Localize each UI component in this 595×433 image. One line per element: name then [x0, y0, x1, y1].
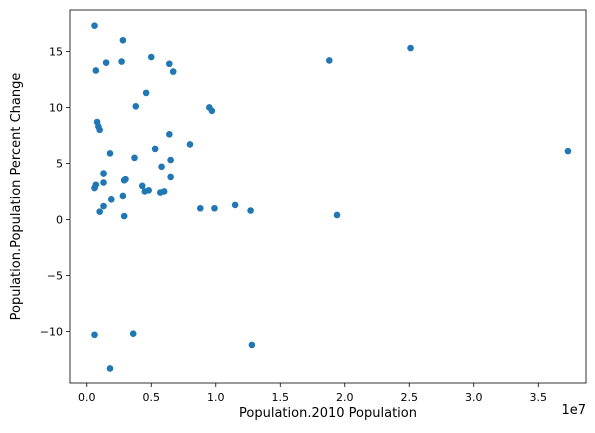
data-point [231, 201, 239, 209]
y-tick-label: 15 [49, 45, 63, 58]
data-point [407, 44, 414, 52]
plot-frame [69, 9, 587, 384]
data-point [91, 184, 98, 192]
x-axis-ticks: 0.0 0.5 1.0 1.5 2.0 2.5 3.0 3.5 [78, 383, 547, 404]
data-points [91, 22, 572, 372]
x-tick-label: 2.0 [336, 391, 354, 404]
data-point [248, 341, 256, 349]
x-tick-label: 1.5 [272, 391, 290, 404]
data-point [100, 179, 107, 186]
data-point [106, 150, 114, 157]
data-point [142, 89, 150, 97]
data-point [91, 22, 98, 29]
data-point [120, 176, 128, 184]
data-point [107, 196, 115, 203]
data-point [333, 211, 341, 219]
data-point [102, 59, 110, 66]
y-tick-label: 0 [56, 213, 63, 226]
data-point [129, 330, 137, 338]
data-point [119, 36, 127, 44]
data-point [100, 170, 107, 177]
data-point [119, 192, 127, 200]
y-axis-ticks: −10 −5 0 5 10 15 [40, 45, 70, 338]
y-tick-label: −5 [47, 269, 63, 282]
data-point [157, 189, 164, 196]
data-point [96, 208, 103, 215]
data-point [120, 212, 128, 220]
data-point [166, 60, 173, 68]
data-point [131, 154, 138, 162]
x-tick-label: 0.0 [78, 391, 96, 404]
data-point [186, 141, 194, 148]
data-point [211, 204, 218, 212]
data-point [92, 67, 100, 74]
data-point [138, 182, 146, 190]
data-point [118, 58, 125, 65]
x-tick-label: 0.5 [143, 391, 161, 404]
data-point [132, 103, 140, 110]
x-tick-label: 1.0 [207, 391, 225, 404]
x-tick-label: 3.5 [530, 391, 548, 404]
data-point [93, 118, 101, 126]
data-point [141, 188, 149, 195]
data-point [206, 104, 213, 111]
data-point [564, 147, 572, 155]
data-point [325, 57, 333, 64]
data-point [91, 331, 98, 339]
x-tick-label: 3.0 [465, 391, 483, 404]
data-point [169, 68, 177, 75]
data-point [147, 53, 155, 61]
data-point [196, 204, 204, 212]
y-axis-label: Population.Population Percent Change [9, 73, 24, 321]
data-point [247, 207, 254, 214]
x-axis-offset-label: 1e7 [561, 403, 586, 418]
x-tick-label: 2.5 [401, 391, 419, 404]
data-point [167, 173, 174, 181]
y-tick-label: 5 [56, 157, 63, 170]
data-point [158, 163, 165, 171]
y-tick-label: −10 [40, 325, 63, 338]
data-point [100, 202, 107, 210]
data-point [151, 145, 159, 153]
x-axis-label: Population.2010 Population [239, 406, 417, 421]
y-tick-label: 10 [49, 101, 63, 114]
data-point [106, 365, 114, 372]
data-point [166, 131, 173, 138]
data-point [167, 156, 174, 164]
